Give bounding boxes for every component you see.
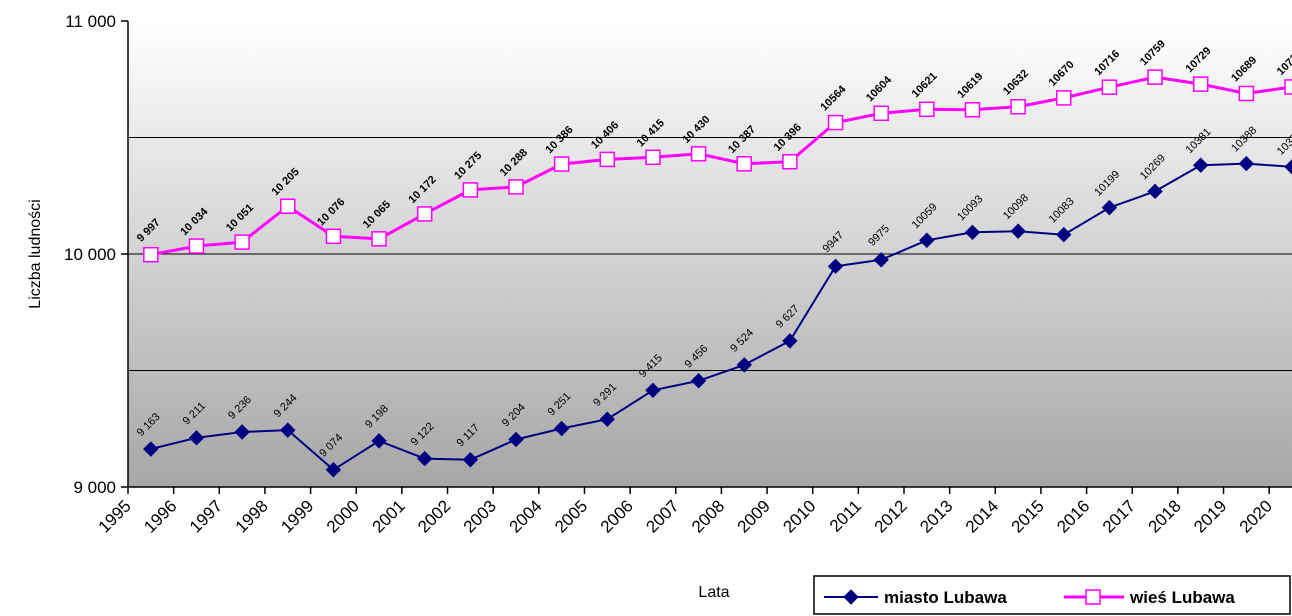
marker-miasto: [599, 411, 616, 427]
marker-miasto: [416, 450, 433, 467]
marker-wies: [508, 179, 524, 195]
x-tick-label: 1997: [186, 496, 226, 536]
marker-wies: [325, 228, 342, 245]
marker-wies: [782, 153, 798, 170]
legend-label-miasto: miasto Lubawa: [884, 588, 1007, 607]
marker-miasto: [964, 224, 981, 241]
x-tick-label: 1999: [277, 496, 317, 536]
x-tick-label: 1995: [95, 496, 135, 536]
marker-wies: [873, 105, 889, 122]
marker-miasto: [143, 441, 159, 457]
legend-box: [813, 575, 1291, 615]
x-tick-label: 1996: [140, 496, 180, 536]
marker-wies: [371, 231, 387, 247]
marker-miasto: [782, 333, 798, 349]
marker-wies: [1284, 79, 1292, 95]
x-tick-label: 2007: [642, 496, 682, 536]
marker-wies: [690, 146, 707, 162]
x-tick-label: 2005: [551, 496, 591, 536]
x-tick-label: 2019: [1190, 496, 1230, 536]
marker-miasto: [919, 232, 935, 248]
marker-miasto: [1101, 199, 1118, 216]
marker-wies: [1010, 98, 1026, 115]
marker-miasto: [645, 382, 661, 399]
marker-wies: [599, 151, 616, 168]
marker-miasto: [280, 422, 296, 438]
marker-wies: [1238, 85, 1255, 102]
series-line-miasto: [150, 162, 1292, 472]
x-tick-label: 2006: [597, 496, 637, 536]
marker-wies: [827, 114, 844, 131]
marker-miasto: [1056, 226, 1072, 243]
marker-miasto: [508, 431, 524, 448]
x-tick-label: 2004: [505, 496, 545, 536]
marker-miasto: [690, 373, 707, 389]
x-axis-title: Lata: [698, 584, 729, 601]
x-tick-label: 2008: [688, 496, 728, 536]
x-tick-label: 2016: [1053, 496, 1093, 536]
x-tick-label: 2020: [1236, 496, 1276, 536]
x-tick-labels: 1995 1996 1997 1998 1999 2000 2001 2002 2003 2004…: [95, 496, 1276, 536]
x-tick-label: 2012: [871, 496, 911, 536]
marker-wies: [1147, 69, 1163, 85]
gridlines: [128, 137, 1292, 371]
marker-wies: [1101, 79, 1118, 95]
x-tick-label: 2015: [1008, 496, 1048, 536]
series-lines: [143, 69, 1292, 478]
marker-miasto: [873, 252, 889, 268]
y-tick-label: 9 000: [73, 478, 116, 497]
marker-miasto: [462, 452, 479, 468]
x-tick-label: 2011: [826, 496, 865, 535]
y-tick-labels: 9 000 10 000 11 000: [64, 12, 116, 497]
marker-miasto: [1238, 155, 1255, 172]
marker-wies: [462, 182, 479, 198]
x-tick-label: 2001: [369, 496, 409, 536]
marker-wies: [1056, 90, 1072, 106]
legend-label-wies: wieś Lubawa: [1129, 588, 1235, 607]
marker-wies: [919, 101, 935, 118]
marker-wies: [143, 246, 159, 263]
marker-wies: [736, 156, 752, 172]
marker-miasto: [234, 424, 250, 440]
marker-wies: [964, 102, 981, 118]
legend-marker-miasto: [843, 589, 859, 605]
x-tick-label: 2002: [414, 496, 454, 536]
marker-wies: [553, 156, 570, 172]
marker-wies: [416, 206, 433, 222]
marker-wies: [1192, 76, 1209, 92]
marker-wies: [234, 234, 250, 250]
marker-miasto: [1010, 223, 1026, 239]
x-tick-label: 2018: [1145, 496, 1185, 536]
x-tick-label: 2017: [1099, 496, 1139, 536]
marker-miasto: [553, 420, 570, 437]
y-tick-label: 11 000: [65, 12, 116, 31]
x-tick-label: 2009: [734, 496, 774, 536]
marker-wies: [188, 238, 205, 254]
x-tick-label: 2013: [916, 496, 956, 536]
marker-wies: [280, 198, 296, 214]
marker-miasto: [1147, 183, 1163, 200]
x-tick-label: 2003: [460, 496, 500, 536]
marker-miasto: [325, 462, 342, 478]
x-tick-label: 2014: [962, 496, 1002, 536]
legend: miasto Lubawa wieś Lubawa: [813, 575, 1291, 615]
x-tick-label: 2010: [779, 496, 819, 536]
marker-miasto: [188, 430, 205, 446]
x-tick-label: 1998: [232, 496, 272, 536]
marker-wies: [645, 149, 661, 166]
x-tick-label: 2000: [323, 496, 363, 536]
legend-marker-wies: [1085, 589, 1101, 605]
marker-miasto: [1193, 157, 1209, 173]
marker-miasto: [1284, 159, 1292, 175]
marker-miasto: [736, 357, 752, 373]
y-tick-label: 10 000: [64, 245, 116, 264]
marker-miasto: [371, 433, 387, 449]
marker-miasto: [827, 258, 844, 275]
axes: [121, 20, 1292, 494]
y-axis-title: Liczba ludności: [27, 199, 44, 308]
